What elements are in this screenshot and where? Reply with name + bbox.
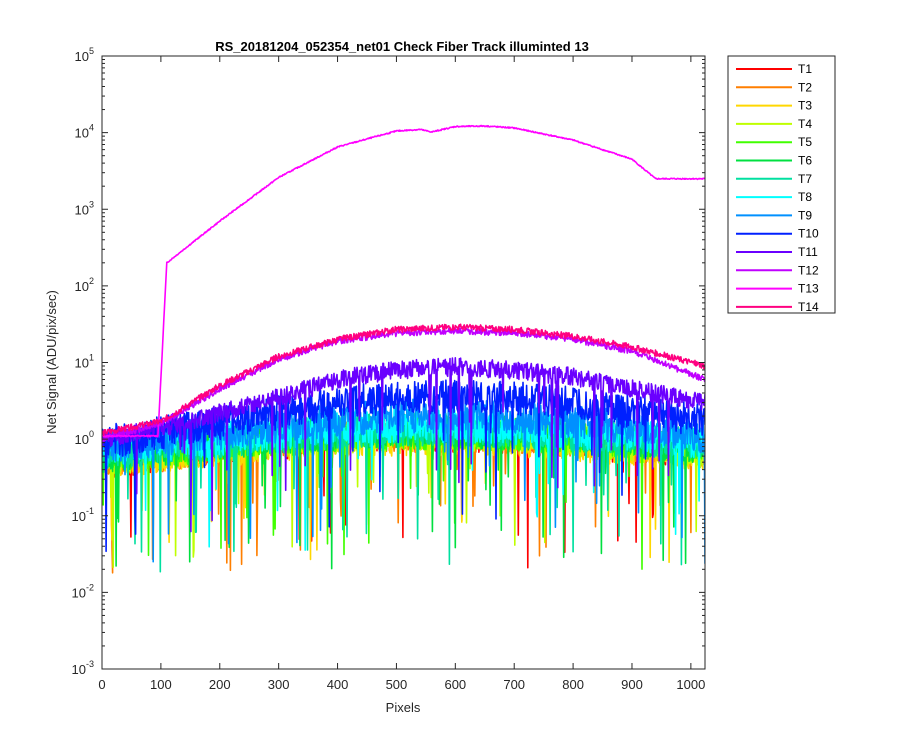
- legend-box: [727, 55, 836, 314]
- y-tick-base: 10: [75, 202, 89, 217]
- x-tick-label: 100: [150, 677, 172, 692]
- x-tick-label: 200: [209, 677, 231, 692]
- x-tick-label: 300: [268, 677, 290, 692]
- x-tick-label: 1000: [676, 677, 705, 692]
- y-tick-base: 10: [72, 662, 86, 677]
- y-tick-label: 103: [75, 199, 94, 217]
- y-tick-label: 102: [75, 276, 94, 294]
- x-tick-label: 600: [444, 677, 466, 692]
- series-group: [102, 124, 705, 574]
- legend-label-t14: T14: [798, 300, 819, 314]
- y-tick-exponent: -1: [86, 506, 94, 516]
- x-tick-label: 900: [621, 677, 643, 692]
- y-tick-base: 10: [75, 356, 89, 371]
- y-tick-base: 10: [72, 509, 86, 524]
- legend-label-t8: T8: [798, 190, 812, 204]
- y-tick-label: 10-2: [72, 582, 94, 600]
- y-tick-label: 100: [75, 429, 94, 447]
- y-axis-label: Net Signal (ADU/pix/sec): [44, 290, 59, 434]
- legend-label-t11: T11: [798, 245, 818, 259]
- legend: T1 T2 T3 T4 T5 T6 T7 T8 T9 T10 T11 T12 T13 T14: [727, 55, 836, 314]
- x-axis-label: Pixels: [386, 700, 421, 715]
- x-tick-label: 500: [386, 677, 408, 692]
- y-tick-label: 10-3: [72, 659, 94, 677]
- legend-label-t10: T10: [798, 227, 819, 241]
- y-tick-exponent: -3: [86, 659, 94, 669]
- legend-label-t2: T2: [798, 80, 812, 94]
- legend-label-t3: T3: [798, 99, 812, 113]
- legend-label-t6: T6: [798, 154, 812, 168]
- legend-label-t7: T7: [798, 172, 812, 186]
- y-tick-exponent: -2: [86, 582, 94, 592]
- series-line-t14: [102, 323, 705, 437]
- x-tick-label: 0: [98, 677, 105, 692]
- y-tick-base: 10: [75, 126, 89, 141]
- y-tick-base: 10: [75, 279, 89, 294]
- y-tick-exponent: 5: [89, 46, 94, 56]
- y-tick-label: 10-1: [72, 506, 94, 524]
- legend-label-t13: T13: [798, 282, 819, 296]
- x-tick-label: 400: [327, 677, 349, 692]
- y-tick-exponent: 1: [89, 353, 94, 363]
- y-tick-exponent: 4: [89, 123, 94, 133]
- x-tick-label: 700: [503, 677, 525, 692]
- y-tick-label: 104: [75, 123, 94, 141]
- y-tick-base: 10: [72, 585, 86, 600]
- y-tick-exponent: 3: [89, 199, 94, 209]
- series-line-t13: [102, 124, 705, 438]
- y-tick-base: 10: [75, 432, 89, 447]
- y-tick-label: 101: [75, 353, 94, 371]
- legend-label-t9: T9: [798, 208, 812, 222]
- plot-area: [102, 124, 705, 574]
- legend-label-t12: T12: [798, 263, 819, 277]
- y-tick-exponent: 2: [89, 276, 94, 286]
- y-tick-exponent: 0: [89, 429, 94, 439]
- series-line-t9: [102, 398, 705, 564]
- y-tick-base: 10: [75, 49, 89, 64]
- series-line-t11: [102, 356, 705, 533]
- legend-label-t4: T4: [798, 117, 812, 131]
- legend-label-t1: T1: [798, 62, 812, 76]
- x-tick-label: 800: [562, 677, 584, 692]
- chart-title: RS_20181204_052354_net01 Check Fiber Tra…: [215, 39, 589, 54]
- legend-label-t5: T5: [798, 135, 812, 149]
- x-axis: 0 100 200 300 400 500 600 700 800 900 1000: [98, 56, 705, 692]
- y-tick-label: 105: [75, 46, 94, 64]
